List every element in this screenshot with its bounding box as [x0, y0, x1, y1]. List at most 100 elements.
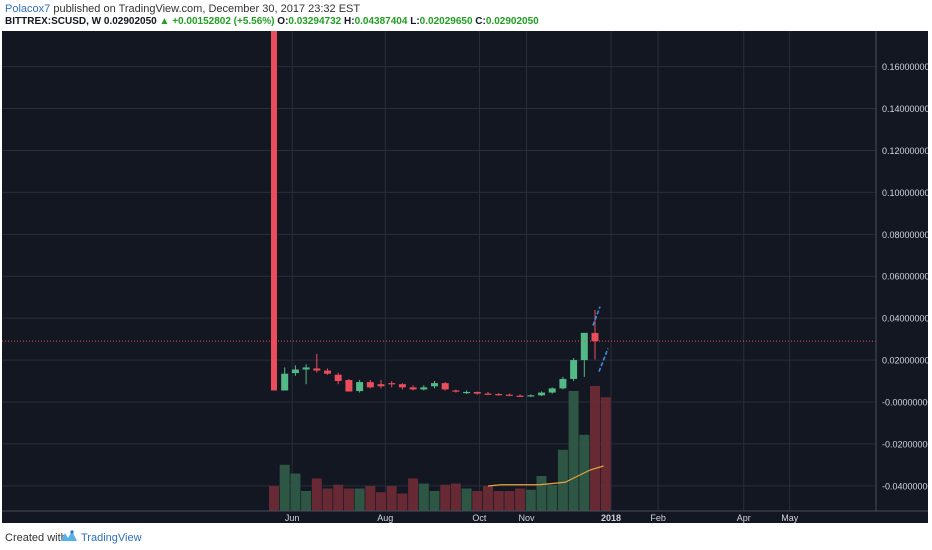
chart-area[interactable]: 0.02902050 0.160000000.140000000.1200000…	[2, 31, 932, 523]
volume-bar	[311, 478, 322, 511]
volume-bar	[397, 493, 408, 511]
candle-body	[388, 383, 396, 385]
grid-lines	[2, 31, 876, 511]
volume-bar	[440, 484, 451, 511]
axes: 0.16000000 0.14000000 0.12000000 0.10000000…	[2, 31, 932, 523]
open-label: O:	[277, 16, 289, 27]
candle-body	[538, 392, 545, 396]
volume-bar	[418, 483, 429, 511]
chart-background	[2, 31, 928, 523]
high-value: 0.04387404	[354, 16, 408, 27]
y-tick-label: 0.12000000	[882, 146, 928, 156]
candle-body	[356, 382, 364, 392]
publish-line: Polacox7 published on TradingView.com, D…	[5, 3, 360, 15]
x-tick-label: Oct	[472, 513, 487, 523]
candle-body	[516, 395, 524, 397]
volume-bar	[461, 488, 472, 511]
y-tick-label: 0.08000000	[882, 230, 928, 240]
volume-bar	[547, 484, 558, 511]
high-label: H:	[344, 16, 355, 27]
candle-body	[377, 384, 385, 387]
x-tick-label: May	[781, 513, 799, 523]
up-arrow-icon: ▲	[159, 16, 170, 27]
candle-body	[548, 388, 556, 393]
candle-body	[559, 378, 567, 389]
author-link[interactable]: Polacox7	[5, 3, 51, 15]
volume-bar	[290, 473, 301, 511]
last-price: 0.02902050	[103, 16, 157, 27]
created-with-text: Created with	[5, 532, 67, 544]
volume-bar	[376, 492, 386, 511]
ohlc-legend: BITTREX:SCUSD, W 0.02902050 ▲ +0.0015280…	[5, 16, 539, 27]
candle-body	[271, 31, 277, 391]
published-text: published on TradingView.com, December 3…	[53, 3, 361, 15]
candle-body	[505, 394, 513, 396]
volume-bar	[600, 397, 611, 511]
y-tick-label: 0.10000000	[882, 188, 928, 198]
candle-body	[409, 387, 417, 390]
volume-bar	[450, 483, 461, 511]
candle-body	[334, 374, 342, 382]
volume-bar	[504, 491, 515, 511]
tradingview-brand-link[interactable]: TradingView	[81, 532, 142, 544]
chart-header: Polacox7 published on TradingView.com, D…	[0, 0, 932, 30]
volume-bar	[301, 491, 312, 511]
x-tick-label: 2018	[601, 513, 621, 523]
candle-body	[580, 332, 588, 361]
volume-bar	[343, 488, 354, 511]
volume-ma-line	[487, 465, 604, 487]
low-label: L:	[410, 16, 420, 27]
candle-body	[473, 391, 481, 394]
annotation-dash	[592, 306, 601, 326]
volume-bar	[429, 491, 440, 511]
volume-bar	[365, 486, 376, 511]
candle-body	[441, 383, 449, 390]
volume-moving-average	[487, 465, 604, 487]
candle-body	[527, 395, 535, 397]
volume-bar	[322, 488, 333, 511]
annotation-marks	[592, 306, 609, 372]
candles	[271, 31, 599, 397]
y-tick-label: 0.16000000	[882, 62, 928, 72]
candle-body	[463, 391, 471, 394]
volume-bar	[279, 464, 290, 511]
low-value: 0.02029650	[419, 16, 473, 27]
x-tick-label: Aug	[377, 513, 393, 523]
volume-bar	[493, 491, 504, 511]
candle-body	[452, 390, 460, 392]
close-value: 0.02902050	[485, 16, 539, 27]
volume-bar	[333, 484, 344, 511]
volume-bar	[483, 486, 493, 511]
candle-body	[366, 382, 374, 388]
y-tick-label: 0.06000000	[882, 272, 928, 282]
volume-bar	[354, 488, 365, 511]
volume-bar	[408, 478, 419, 511]
annotation-dash	[598, 348, 609, 372]
y-tick-label: 0.02000000	[882, 356, 928, 366]
x-tick-label: Nov	[519, 513, 536, 523]
candle-body	[324, 370, 331, 374]
candle-body	[398, 384, 406, 388]
candle-body	[591, 332, 599, 342]
volume-bar	[269, 486, 279, 511]
candle-body	[431, 383, 438, 387]
volume-bar	[525, 489, 536, 511]
volume-bar	[590, 386, 600, 511]
volume-bar	[568, 391, 579, 511]
price-change: +0.00152802 (+5.56%)	[172, 16, 275, 27]
candle-body	[345, 379, 353, 392]
y-tick-label: -0.04000000	[882, 481, 928, 491]
x-tick-label: Apr	[737, 513, 751, 523]
x-tick-label: Jun	[285, 513, 300, 523]
footer: Created with TradingView	[0, 525, 932, 550]
volume-bar	[536, 476, 547, 511]
x-tick-label: Feb	[650, 513, 666, 523]
candle-body	[291, 369, 299, 374]
tradingview-logo-icon[interactable]	[60, 529, 78, 543]
candle-body	[495, 394, 503, 396]
candle-body	[313, 368, 321, 371]
close-label: C:	[475, 16, 486, 27]
candle-body	[484, 393, 492, 395]
candlestick-chart[interactable]: 0.02902050 0.160000000.140000000.1200000…	[2, 31, 932, 523]
volume-bar	[472, 491, 483, 511]
